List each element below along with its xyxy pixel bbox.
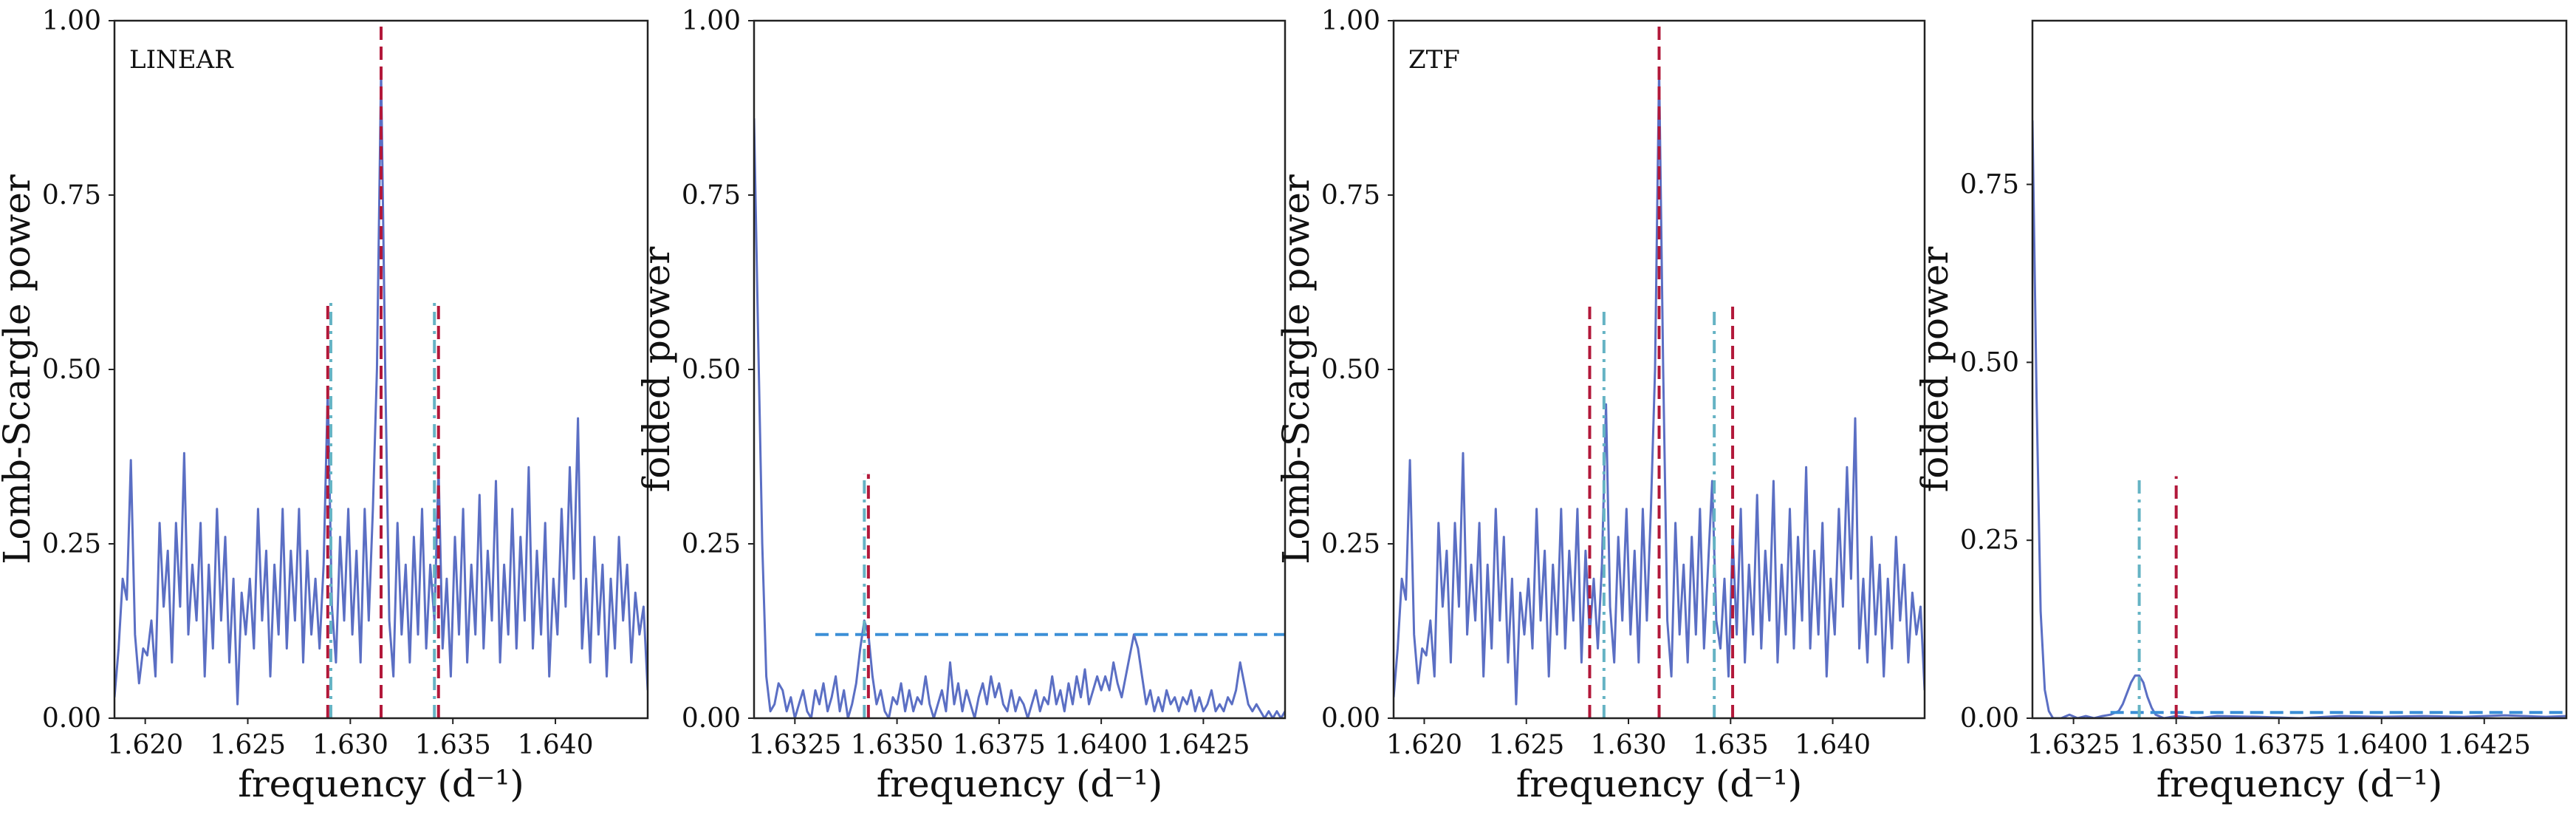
y-tick-label: 1.00 (682, 6, 741, 36)
x-tick-label: 1.630 (1590, 730, 1666, 760)
y-tick-label: 0.25 (42, 529, 101, 559)
x-tick-label: 1.620 (107, 730, 183, 760)
y-tick-label: 0.75 (1321, 180, 1380, 211)
plot-area (114, 21, 648, 718)
x-tick-label: 1.640 (518, 730, 594, 760)
x-tick-label: 1.6350 (2130, 730, 2223, 760)
survey-label: LINEAR (129, 45, 234, 75)
y-tick-label: 0.75 (682, 180, 741, 211)
x-tick-label: 1.6375 (953, 730, 1046, 760)
series-line-1 (754, 118, 1285, 718)
x-tick-label: 1.625 (1488, 730, 1564, 760)
panel-1: 1.620 1.625 1.630 1.635 1.640 0.00 0.25 0.50 0.7… (0, 6, 649, 805)
y-tick-label: 0.25 (682, 529, 741, 559)
axes-frame (753, 19, 1287, 720)
x-tick-label: 1.635 (1693, 730, 1769, 760)
x-tick-label: 1.625 (210, 730, 286, 760)
y-tick-label: 0.75 (42, 180, 101, 211)
y-axis-label: Lomb-Scargle power (1275, 174, 1318, 565)
x-tick-label: 1.630 (312, 730, 388, 760)
y-tick-label: 0.25 (1321, 529, 1380, 559)
y-axis-label: Lomb-Scargle power (0, 174, 38, 565)
plot-area (754, 118, 1285, 718)
y-tick-label: 0.75 (1960, 170, 2019, 200)
plot-area (1394, 21, 1925, 718)
y-tick-label: 0.50 (42, 355, 101, 385)
x-axis-label: frequency (d⁻¹) (2157, 763, 2443, 805)
x-tick-label: 1.6400 (2335, 730, 2428, 760)
x-tick-label: 1.640 (1795, 730, 1871, 760)
y-tick-label: 0.50 (1321, 355, 1380, 385)
x-axis-label: frequency (d⁻¹) (877, 763, 1163, 805)
y-tick-label: 0.25 (1960, 525, 2019, 556)
x-tick-label: 1.620 (1386, 730, 1462, 760)
panel-3: 1.620 1.625 1.630 1.635 1.640 0.00 0.25 0.50 0.7… (1275, 6, 1926, 805)
axes-frame (2031, 19, 2568, 720)
y-tick-label: 0.00 (1321, 703, 1380, 734)
x-tick-label: 1.6325 (2027, 730, 2120, 760)
y-axis-label: folded power (635, 247, 678, 493)
x-tick-label: 1.6375 (2233, 730, 2326, 760)
y-tick-label: 1.00 (1321, 6, 1380, 36)
panel-2: 1.6325 1.6350 1.6375 1.6400 1.6425 0.00 0.25 0.… (635, 6, 1287, 805)
series-line-1 (2032, 120, 2566, 718)
y-tick-label: 1.00 (42, 6, 101, 36)
y-tick-label: 0.00 (1960, 703, 2019, 734)
plot-area (2032, 120, 2566, 718)
y-axis-label: folded power (1914, 247, 1956, 493)
y-tick-label: 0.50 (1960, 347, 2019, 378)
y-tick-label: 0.00 (682, 703, 741, 734)
y-tick-label: 0.00 (42, 703, 101, 734)
x-axis-label: frequency (d⁻¹) (238, 763, 524, 805)
x-tick-label: 1.6425 (1157, 730, 1250, 760)
x-axis-label: frequency (d⁻¹) (1516, 763, 1803, 805)
x-tick-label: 1.6425 (2438, 730, 2531, 760)
x-tick-label: 1.6400 (1055, 730, 1148, 760)
x-tick-label: 1.6325 (748, 730, 841, 760)
panel-4: 1.6325 1.6350 1.6375 1.6400 1.6425 0.00 0.25 0.… (1914, 19, 2568, 805)
x-tick-label: 1.635 (415, 730, 491, 760)
survey-label: ZTF (1408, 45, 1460, 75)
x-tick-label: 1.6350 (851, 730, 944, 760)
y-tick-label: 0.50 (682, 355, 741, 385)
